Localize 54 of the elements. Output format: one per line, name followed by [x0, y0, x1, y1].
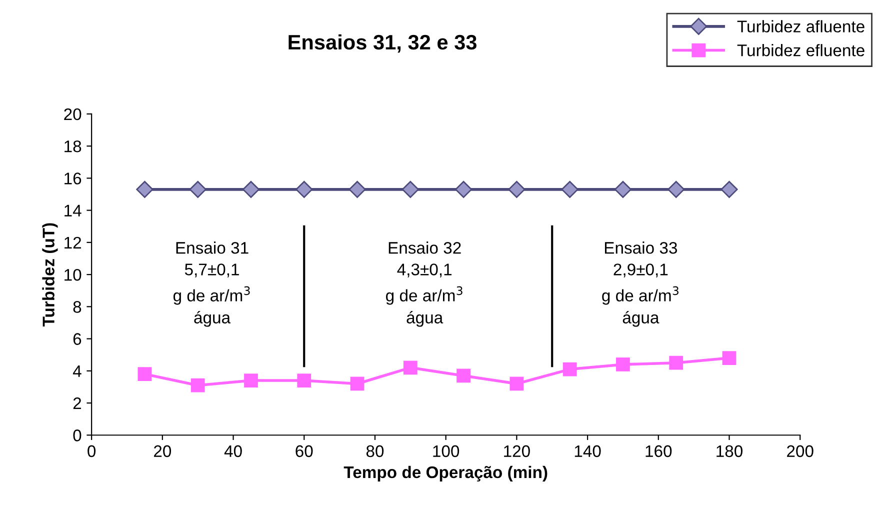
point — [297, 374, 312, 388]
point — [454, 180, 472, 198]
y-tick-label: 6 — [73, 333, 82, 345]
point — [350, 376, 364, 391]
point — [348, 180, 366, 198]
y-tick-label: 20 — [64, 108, 82, 120]
x-axis-title: Tempo de Operação (min) — [344, 466, 548, 482]
point — [669, 356, 684, 370]
point — [668, 180, 685, 198]
chart-title: Ensaios 31, 32 e 33 — [288, 34, 476, 53]
y-tick-label: 14 — [64, 204, 82, 216]
x-tick-label: 180 — [716, 445, 742, 458]
point — [561, 180, 578, 198]
point — [138, 367, 152, 382]
legend-label: Turbidez efluente — [737, 44, 864, 56]
point — [296, 180, 313, 198]
y-axis-title: Turbidez (uT) — [42, 223, 58, 326]
y-tick-label: 18 — [64, 140, 82, 152]
point — [508, 180, 526, 198]
point — [402, 180, 419, 198]
y-tick-label: 2 — [73, 397, 82, 410]
point — [136, 180, 154, 198]
x-tick-label: 100 — [433, 445, 460, 458]
point — [242, 180, 260, 198]
point — [562, 362, 577, 376]
x-tick-label: 140 — [574, 445, 601, 458]
x-tick-label: 160 — [646, 445, 672, 458]
y-tick-label: 12 — [64, 236, 82, 248]
point — [720, 180, 738, 198]
y-tick-label: 16 — [64, 172, 82, 184]
x-tick-label: 20 — [154, 445, 172, 458]
text: Ensaio 33 2,9±0,1 g de ar/m$^{3}$ água — [602, 242, 678, 327]
y-tick-label: 8 — [73, 301, 82, 313]
point — [722, 351, 736, 365]
x-tick-label: 60 — [296, 445, 313, 458]
point — [403, 360, 418, 375]
point — [190, 378, 205, 392]
y-tick-label: 10 — [64, 268, 82, 281]
x-tick-label: 80 — [366, 445, 384, 458]
text: Ensaio 32 4,3±0,1 g de ar/m$^{3}$ água — [386, 242, 462, 327]
legend-label: Turbidez afluente — [737, 20, 864, 32]
y-tick-label: 0 — [73, 430, 82, 442]
point — [616, 358, 630, 372]
point — [456, 368, 470, 383]
point — [244, 374, 258, 388]
x-tick-label: 120 — [504, 445, 530, 458]
point — [189, 180, 206, 198]
point — [614, 180, 632, 198]
x-tick-label: 40 — [224, 445, 242, 458]
x-tick-label: 0 — [88, 445, 96, 458]
point — [510, 376, 524, 391]
text: Ensaio 31 5,7±0,1 g de ar/m$^{3}$ água — [173, 242, 250, 327]
y-tick-label: 4 — [72, 365, 82, 377]
x-tick-label: 200 — [787, 445, 814, 458]
